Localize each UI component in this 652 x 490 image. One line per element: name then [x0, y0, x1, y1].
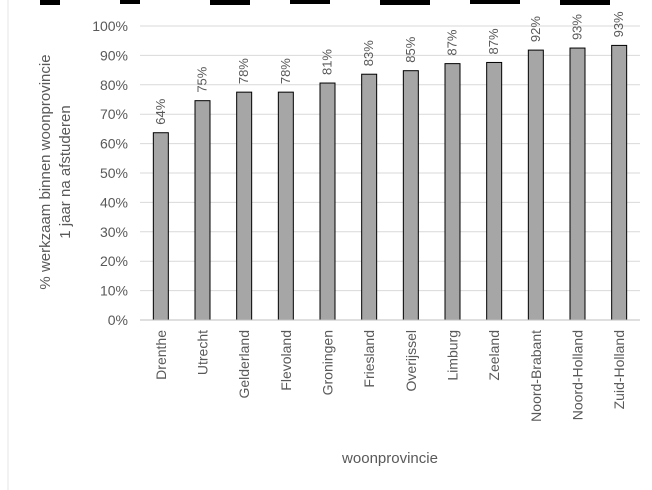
y-tick-label: 10% [100, 283, 128, 299]
bar-groningen [319, 82, 336, 321]
y-axis-label-line-2: 1 jaar na afstuderen [57, 105, 74, 238]
y-tick-label: 90% [100, 47, 128, 63]
data-label: 75% [195, 66, 210, 92]
bar-friesland [361, 73, 378, 321]
y-tick-label: 80% [100, 77, 128, 93]
y-tick-label: 30% [100, 224, 128, 240]
title-fragment-6 [560, 0, 610, 5]
bar-drenthe [152, 132, 169, 321]
title-fragment-4 [380, 0, 430, 5]
data-label: 87% [445, 29, 460, 55]
y-tick-label: 40% [100, 194, 128, 210]
y-axis-label-line-1: % werkzaam binnen woonprovincie [37, 54, 54, 289]
bar-overijssel [402, 70, 419, 321]
data-label: 81% [320, 49, 335, 75]
x-tick-label: Groningen [320, 330, 336, 395]
x-axis-label: woonprovincie [341, 450, 438, 467]
y-tick-label: 60% [100, 136, 128, 152]
y-tick-label: 100% [92, 18, 128, 34]
y-tick-label: 50% [100, 165, 128, 181]
x-tick-label: Gelderland [236, 330, 252, 399]
x-tick-label: Noord-Brabant [528, 330, 544, 422]
title-fragment-2 [210, 0, 250, 5]
data-labels: 64% 75% 78% 78% 81% 83% 85% 87% 87% 92% 93% 93% [153, 11, 626, 125]
data-label: 93% [611, 11, 626, 37]
x-tick-label: Drenthe [153, 330, 169, 380]
title-fragment-3 [290, 0, 330, 4]
gridlines [140, 25, 640, 292]
bar-gelderland [236, 91, 253, 321]
bar-zeeland [486, 61, 503, 321]
bars [152, 44, 628, 321]
x-tick-label: Flevoland [278, 330, 294, 391]
data-label: 83% [361, 40, 376, 66]
x-tick-label: Noord-Holland [570, 330, 586, 420]
bar-zuid-holland [611, 44, 628, 321]
x-tick-label: Friesland [361, 330, 377, 388]
cut-off-title-fragment [40, 0, 610, 5]
x-axis-ticks: Drenthe Utrecht Gelderland Flevoland Groning… [153, 330, 627, 422]
y-axis-ticks: 0% 10% 20% 30% 40% 50% 60% 70% 80% 90% 100% [92, 18, 128, 328]
x-tick-label: Utrecht [195, 330, 211, 375]
data-label: 87% [486, 28, 501, 54]
data-label: 93% [570, 14, 585, 40]
data-label: 64% [153, 98, 168, 124]
y-tick-label: 0% [108, 312, 128, 328]
data-label: 85% [403, 36, 418, 62]
bar-utrecht [194, 100, 211, 321]
bar-noord-brabant [527, 49, 544, 321]
bar-limburg [444, 63, 461, 321]
bar-flevoland [277, 91, 294, 321]
title-fragment-1 [120, 0, 140, 4]
y-tick-label: 70% [100, 106, 128, 122]
data-label: 92% [528, 16, 543, 42]
x-tick-label: Overijssel [403, 330, 419, 391]
title-fragment-5 [470, 0, 520, 4]
y-tick-label: 20% [100, 253, 128, 269]
bar-noord-holland [569, 47, 586, 321]
title-fragment-0 [40, 0, 60, 5]
data-label: 78% [236, 58, 251, 84]
data-label: 78% [278, 58, 293, 84]
x-tick-label: Zeeland [486, 330, 502, 381]
x-tick-label: Zuid-Holland [611, 330, 627, 409]
x-tick-label: Limburg [445, 330, 461, 381]
